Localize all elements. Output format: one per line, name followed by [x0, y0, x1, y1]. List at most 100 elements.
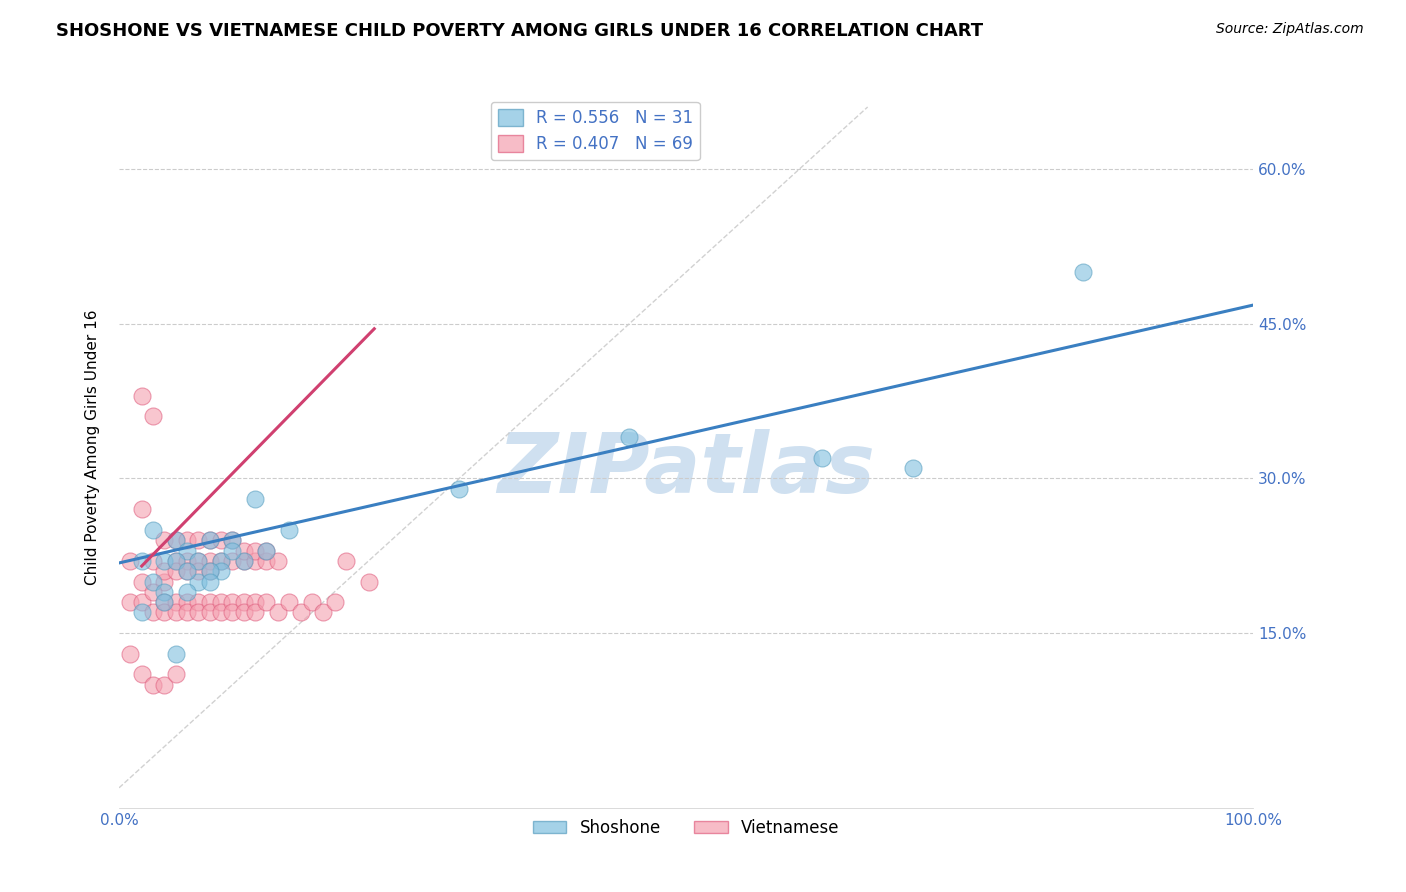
Point: [198, 564, 221, 578]
Point: [323, 595, 346, 609]
Point: [176, 564, 198, 578]
Point: [198, 606, 221, 620]
Point: [176, 584, 198, 599]
Point: [221, 554, 243, 568]
Point: [256, 595, 278, 609]
Point: [278, 523, 301, 537]
Point: [209, 554, 232, 568]
Point: [243, 595, 266, 609]
Point: [335, 554, 357, 568]
Point: [142, 678, 165, 692]
Point: [232, 554, 254, 568]
Point: [256, 543, 278, 558]
Point: [243, 491, 266, 506]
Point: [187, 564, 209, 578]
Point: [131, 389, 153, 403]
Point: [209, 564, 232, 578]
Point: [131, 606, 153, 620]
Point: [209, 554, 232, 568]
Point: [901, 461, 924, 475]
Point: [267, 606, 290, 620]
Point: [153, 606, 176, 620]
Point: [187, 606, 209, 620]
Point: [256, 554, 278, 568]
Point: [243, 543, 266, 558]
Point: [131, 554, 153, 568]
Point: [198, 533, 221, 548]
Legend: Shoshone, Vietnamese: Shoshone, Vietnamese: [526, 812, 846, 844]
Point: [153, 595, 176, 609]
Point: [165, 667, 187, 681]
Point: [153, 595, 176, 609]
Text: ZIPatlas: ZIPatlas: [498, 428, 875, 509]
Point: [187, 595, 209, 609]
Point: [142, 523, 165, 537]
Point: [131, 595, 153, 609]
Point: [131, 574, 153, 589]
Point: [301, 595, 323, 609]
Point: [176, 533, 198, 548]
Point: [209, 606, 232, 620]
Point: [120, 595, 142, 609]
Point: [176, 564, 198, 578]
Point: [142, 584, 165, 599]
Point: [221, 533, 243, 548]
Point: [153, 554, 176, 568]
Point: [153, 584, 176, 599]
Point: [165, 606, 187, 620]
Point: [153, 574, 176, 589]
Point: [176, 595, 198, 609]
Point: [198, 564, 221, 578]
Point: [198, 533, 221, 548]
Point: [278, 595, 301, 609]
Point: [221, 533, 243, 548]
Point: [243, 606, 266, 620]
Text: SHOSHONE VS VIETNAMESE CHILD POVERTY AMONG GIRLS UNDER 16 CORRELATION CHART: SHOSHONE VS VIETNAMESE CHILD POVERTY AMO…: [56, 22, 983, 40]
Point: [120, 554, 142, 568]
Point: [357, 574, 380, 589]
Point: [165, 554, 187, 568]
Point: [176, 554, 198, 568]
Point: [153, 533, 176, 548]
Point: [232, 606, 254, 620]
Point: [131, 667, 153, 681]
Point: [165, 554, 187, 568]
Point: [449, 482, 471, 496]
Point: [142, 574, 165, 589]
Point: [120, 647, 142, 661]
Point: [811, 450, 834, 465]
Point: [290, 606, 312, 620]
Point: [142, 606, 165, 620]
Point: [198, 554, 221, 568]
Point: [131, 502, 153, 516]
Point: [165, 595, 187, 609]
Point: [232, 543, 254, 558]
Y-axis label: Child Poverty Among Girls Under 16: Child Poverty Among Girls Under 16: [86, 310, 100, 585]
Point: [165, 564, 187, 578]
Point: [142, 409, 165, 424]
Point: [165, 533, 187, 548]
Point: [198, 574, 221, 589]
Point: [312, 606, 335, 620]
Point: [619, 430, 641, 444]
Point: [221, 606, 243, 620]
Point: [232, 554, 254, 568]
Point: [187, 554, 209, 568]
Point: [165, 647, 187, 661]
Point: [187, 533, 209, 548]
Point: [153, 678, 176, 692]
Point: [198, 595, 221, 609]
Point: [176, 606, 198, 620]
Point: [221, 595, 243, 609]
Point: [267, 554, 290, 568]
Text: Source: ZipAtlas.com: Source: ZipAtlas.com: [1216, 22, 1364, 37]
Point: [209, 533, 232, 548]
Point: [187, 554, 209, 568]
Point: [256, 543, 278, 558]
Point: [176, 543, 198, 558]
Point: [243, 554, 266, 568]
Point: [221, 543, 243, 558]
Point: [232, 595, 254, 609]
Point: [153, 564, 176, 578]
Point: [1071, 265, 1094, 279]
